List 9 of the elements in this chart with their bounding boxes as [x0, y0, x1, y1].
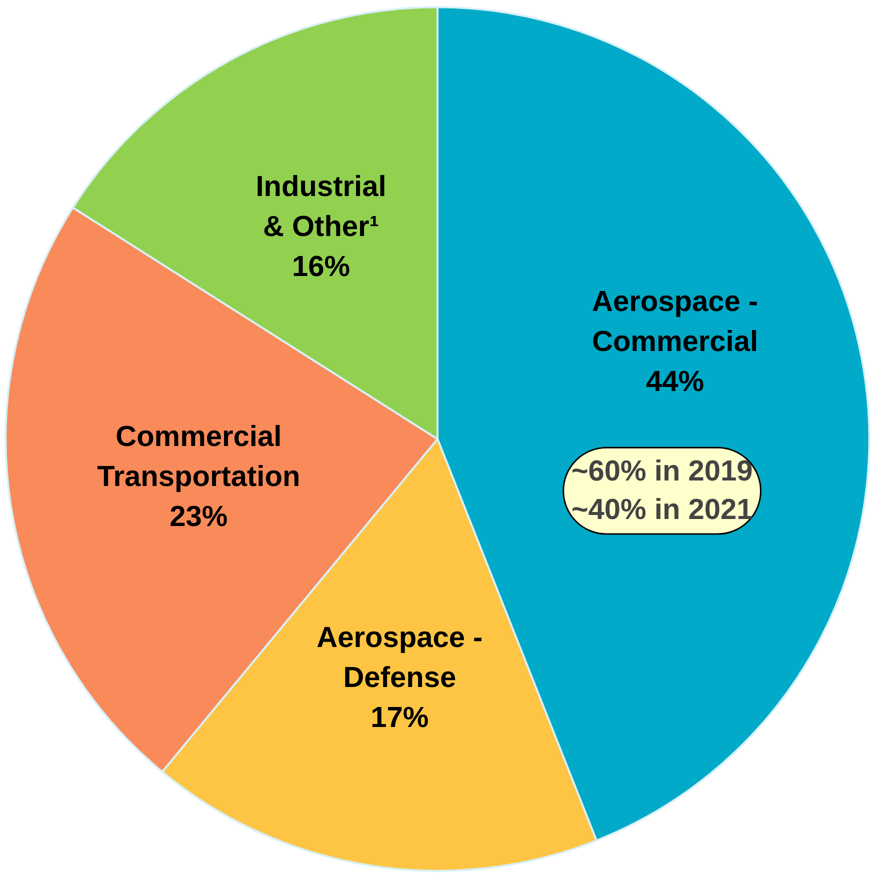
slice-label: Commercial Transportation — [97, 420, 300, 493]
text: ~60% in 2019 ~40% in 2021 — [571, 456, 753, 526]
slice-label: Industrial & Other¹ — [256, 170, 386, 243]
data-label: 16% — [292, 250, 350, 283]
slice-label: Aerospace - Defense — [316, 622, 483, 694]
data-label: 17% — [370, 702, 429, 734]
data-label: 23% — [170, 500, 228, 533]
data-label: 44% — [646, 366, 704, 398]
slice-label: Aerospace - Commercial — [592, 286, 758, 358]
